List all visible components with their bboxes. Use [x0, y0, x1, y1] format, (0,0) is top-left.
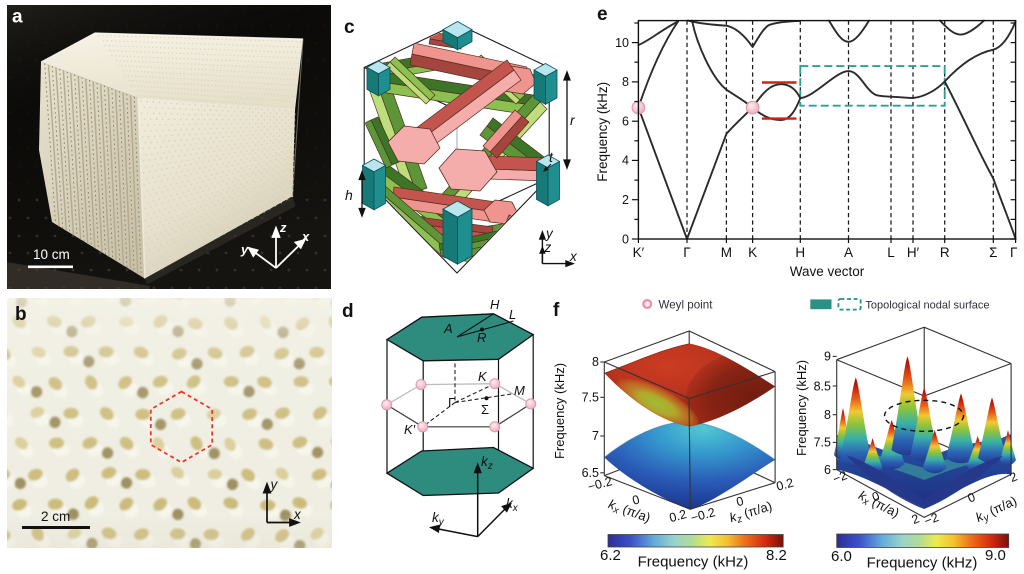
svg-text:4: 4 — [622, 154, 629, 168]
svg-text:6.0: 6.0 — [831, 548, 852, 565]
svg-text:A: A — [443, 321, 453, 336]
svg-text:0: 0 — [735, 494, 745, 509]
svg-text:K: K — [478, 369, 488, 384]
svg-text:−2: −2 — [922, 510, 941, 528]
svg-text:c: c — [344, 17, 355, 38]
svg-text:K: K — [748, 245, 757, 260]
svg-text:R: R — [477, 330, 486, 345]
svg-text:x: x — [569, 249, 578, 264]
svg-text:2: 2 — [1008, 469, 1020, 485]
svg-text:M: M — [721, 245, 732, 260]
svg-text:7.5: 7.5 — [582, 391, 599, 405]
svg-text:6.5: 6.5 — [582, 466, 599, 480]
svg-text:L: L — [887, 245, 895, 260]
svg-text:ky: ky — [432, 510, 445, 528]
svg-text:a: a — [12, 7, 23, 28]
svg-text:6: 6 — [824, 463, 831, 477]
svg-text:0: 0 — [622, 232, 629, 246]
svg-text:kz: kz — [481, 454, 493, 472]
svg-text:Weyl point: Weyl point — [659, 298, 714, 311]
svg-text:2: 2 — [910, 511, 922, 527]
svg-text:z: z — [544, 240, 552, 255]
svg-text:Σ: Σ — [481, 402, 489, 417]
svg-text:K′: K′ — [404, 422, 416, 437]
svg-text:2: 2 — [622, 193, 629, 207]
svg-text:8.5: 8.5 — [814, 379, 831, 393]
svg-text:b: b — [15, 304, 27, 325]
svg-text:Γ: Γ — [683, 245, 691, 260]
svg-text:Frequency (kHz): Frequency (kHz) — [794, 360, 809, 456]
svg-text:0: 0 — [631, 492, 641, 507]
svg-text:Wave vector: Wave vector — [790, 264, 865, 279]
svg-text:9.0: 9.0 — [985, 547, 1006, 564]
svg-text:r: r — [570, 112, 576, 128]
svg-text:K′: K′ — [633, 245, 645, 260]
svg-text:0: 0 — [870, 489, 882, 505]
svg-text:7: 7 — [592, 429, 599, 443]
svg-text:8: 8 — [622, 75, 629, 89]
svg-text:−2: −2 — [831, 468, 850, 486]
svg-text:9: 9 — [824, 350, 831, 364]
svg-text:−0.2: −0.2 — [586, 474, 614, 494]
svg-text:Γ: Γ — [448, 395, 455, 410]
svg-text:H: H — [490, 297, 500, 312]
svg-text:2 cm: 2 cm — [41, 509, 70, 524]
svg-text:y: y — [270, 477, 279, 492]
svg-text:z: z — [279, 220, 287, 235]
svg-text:7.5: 7.5 — [814, 436, 831, 450]
svg-text:y: y — [240, 242, 249, 257]
svg-text:h: h — [345, 187, 353, 203]
svg-text:0.2: 0.2 — [775, 476, 795, 494]
svg-text:x: x — [293, 507, 302, 522]
svg-text:Σ: Σ — [989, 245, 997, 260]
svg-text:x: x — [301, 229, 310, 244]
svg-text:8.2: 8.2 — [766, 547, 787, 564]
svg-text:Frequency (kHz): Frequency (kHz) — [867, 555, 978, 572]
svg-text:Γ: Γ — [1010, 245, 1018, 260]
svg-text:kx (π/a): kx (π/a) — [606, 496, 653, 527]
svg-text:H′: H′ — [907, 245, 920, 260]
svg-text:Frequency (kHz): Frequency (kHz) — [638, 554, 749, 571]
svg-text:A: A — [844, 245, 853, 260]
svg-text:Frequency (kHz): Frequency (kHz) — [595, 82, 610, 182]
svg-text:M: M — [514, 383, 525, 398]
svg-text:−0.2: −0.2 — [689, 505, 717, 525]
svg-text:Topological nodal surface: Topological nodal surface — [865, 299, 989, 311]
svg-text:10 cm: 10 cm — [33, 247, 70, 262]
svg-text:t: t — [549, 149, 554, 165]
svg-text:R: R — [940, 245, 950, 260]
svg-text:0: 0 — [966, 490, 978, 506]
svg-text:H: H — [795, 245, 805, 260]
svg-text:8: 8 — [824, 408, 831, 422]
svg-text:Frequency (kHz): Frequency (kHz) — [552, 363, 567, 459]
svg-text:10: 10 — [615, 36, 629, 50]
svg-text:f: f — [553, 300, 560, 321]
svg-text:kx: kx — [506, 496, 519, 514]
svg-text:ky (π/a): ky (π/a) — [973, 493, 1020, 527]
svg-text:6.2: 6.2 — [600, 547, 621, 564]
svg-text:L: L — [509, 307, 516, 322]
svg-text:8: 8 — [592, 355, 599, 369]
svg-text:kz (π/a): kz (π/a) — [728, 498, 775, 527]
svg-text:y: y — [545, 226, 554, 241]
svg-text:6: 6 — [622, 115, 629, 129]
svg-text:e: e — [597, 4, 608, 25]
svg-text:d: d — [342, 301, 354, 322]
svg-text:0.2: 0.2 — [668, 507, 688, 525]
